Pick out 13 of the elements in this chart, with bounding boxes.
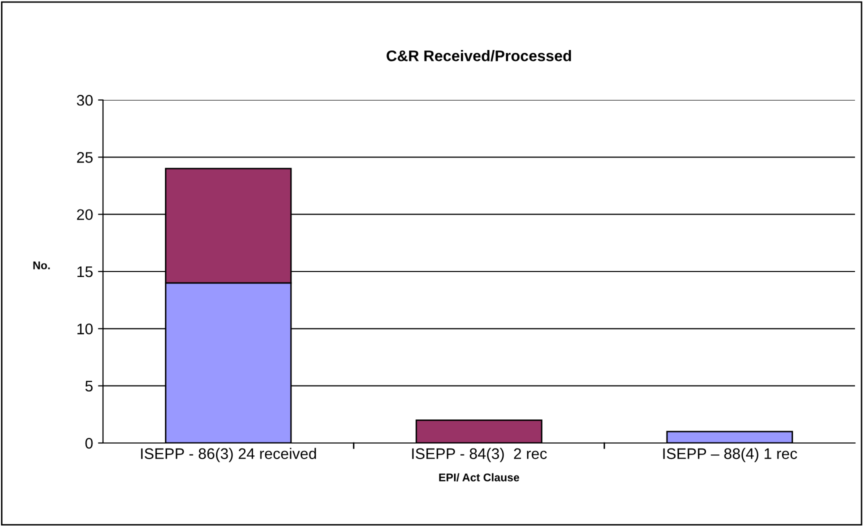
x-tick-label: ISEPP - 84(3) 2 rec <box>412 448 547 462</box>
chart-title: C&R Received/Processed <box>386 50 571 62</box>
x-tick-label: ISEPP – 88(4) 1 rec <box>663 448 798 462</box>
y-tick-label: 0 <box>85 438 93 449</box>
y-tick-label: 30 <box>76 94 93 106</box>
y-tick-label: 15 <box>77 266 93 278</box>
y-axis-title: No. <box>33 262 50 270</box>
y-tick-label: 5 <box>85 380 93 392</box>
y-tick-label: 20 <box>77 209 93 220</box>
y-tick-label: 25 <box>77 152 93 163</box>
y-tick-label: 10 <box>77 324 93 334</box>
x-axis-title: EPI/ Act Clause <box>439 473 520 482</box>
x-tick-label: ISEPP - 86(3) 24 received <box>141 448 316 462</box>
